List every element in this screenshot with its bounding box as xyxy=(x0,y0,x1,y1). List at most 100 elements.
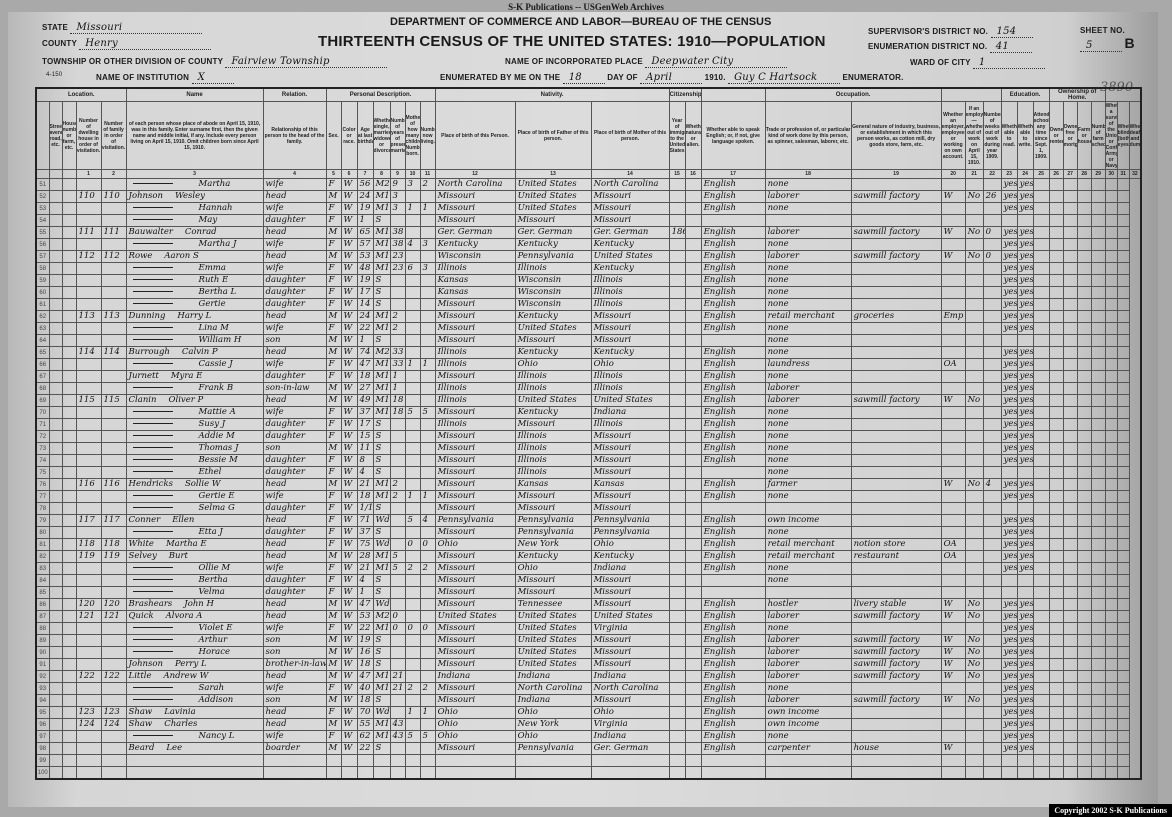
empty-cell xyxy=(1076,646,1092,659)
empty-cell xyxy=(1076,394,1092,407)
empty-cell xyxy=(1062,598,1078,611)
occupation: carpenter xyxy=(764,742,852,755)
can-write: yes xyxy=(1016,358,1034,371)
sex: M xyxy=(325,478,342,491)
person-name: Brashears John H xyxy=(125,598,264,611)
mother-birthplace: Illinois xyxy=(590,370,670,383)
out-of-work xyxy=(964,358,984,371)
can-write: yes xyxy=(1016,382,1034,395)
birthplace: Illinois xyxy=(434,382,516,395)
industry xyxy=(850,682,942,695)
column-header: Place of birth of Mother of this person. xyxy=(590,101,670,170)
father-birthplace: Ohio xyxy=(514,562,592,575)
children-born xyxy=(404,526,421,539)
ditto-dash xyxy=(132,363,173,364)
years-married xyxy=(389,706,406,719)
industry xyxy=(850,574,942,587)
ditto-dash xyxy=(132,459,173,460)
sheet-number: Sheet No. 5 B xyxy=(1080,26,1135,52)
father-birthplace: Indiana xyxy=(514,670,592,683)
relation: daughter xyxy=(262,586,327,599)
empty-cell xyxy=(48,454,63,467)
color: W xyxy=(340,190,358,203)
age: 19 xyxy=(356,634,374,647)
empty-cell xyxy=(1104,682,1118,695)
empty-cell xyxy=(48,754,63,767)
empty-cell xyxy=(1090,670,1106,683)
father-birthplace: New York xyxy=(514,538,592,551)
can-write: yes xyxy=(1016,538,1034,551)
person-name: Thomas J xyxy=(125,442,264,455)
immigration-year xyxy=(668,574,686,587)
can-read: yes xyxy=(1000,562,1018,575)
given-name: Conrad xyxy=(184,227,217,238)
language: English xyxy=(700,370,766,383)
empty-cell xyxy=(61,634,77,647)
color: W xyxy=(340,718,358,731)
occupation: none xyxy=(764,418,852,431)
given-name: Hannah xyxy=(198,203,233,214)
family-number xyxy=(100,658,127,671)
column-header: Farm or house. xyxy=(1076,101,1092,170)
empty-cell xyxy=(1104,190,1118,203)
birthplace xyxy=(434,754,516,767)
dwelling-number xyxy=(75,382,102,395)
line-number: 86 xyxy=(35,598,50,611)
family-number xyxy=(100,730,127,743)
column-header: Street, avenue, road, etc. xyxy=(48,101,63,170)
language: English xyxy=(700,550,766,563)
sex: M xyxy=(325,718,342,731)
birthplace: Missouri xyxy=(434,562,516,575)
table-row: 52 110 110 Johnson Wesley head M W 24 M1 3 Missouri… xyxy=(35,190,1141,203)
can-read: yes xyxy=(1000,538,1018,551)
dwelling-number xyxy=(75,178,102,191)
father-birthplace: Ohio xyxy=(514,706,592,719)
empty-cell xyxy=(1032,430,1050,443)
language: English xyxy=(700,514,766,527)
father-birthplace: Illinois xyxy=(514,430,592,443)
immigration-year: 1866 xyxy=(668,226,686,239)
line-number: 73 xyxy=(35,442,50,455)
dwelling-number xyxy=(75,754,102,767)
empty-cell xyxy=(61,754,77,767)
empty-cell xyxy=(48,238,63,251)
empty-cell xyxy=(1116,250,1130,263)
language: English xyxy=(700,238,766,251)
mother-birthplace: Ger. German xyxy=(590,742,670,755)
weeks-out-of-work xyxy=(982,322,1002,335)
given-name: Lavinia xyxy=(164,707,196,718)
immigration-year xyxy=(668,682,686,695)
empty-cell xyxy=(1104,646,1118,659)
empty-cell xyxy=(1048,346,1064,359)
children-living: 0 xyxy=(419,538,436,551)
empty-cell xyxy=(1076,442,1092,455)
can-read: yes xyxy=(1000,298,1018,311)
ditto-dash xyxy=(132,411,173,412)
color: W xyxy=(340,394,358,407)
can-write: yes xyxy=(1016,394,1034,407)
naturalization xyxy=(684,658,702,671)
naturalization xyxy=(684,190,702,203)
empty-cell xyxy=(1076,490,1092,503)
empty-cell xyxy=(1062,454,1078,467)
line-number: 87 xyxy=(35,610,50,623)
birthplace: Missouri xyxy=(434,502,516,515)
empty-cell xyxy=(48,478,63,491)
children-living: 0 xyxy=(419,622,436,635)
immigration-year xyxy=(668,646,686,659)
given-name: William H xyxy=(198,335,242,346)
immigration-year xyxy=(668,430,686,443)
empty-cell xyxy=(1048,478,1064,491)
table-row: 51 Martha wife F W 56 M2 9 3 2 North Carolina Unite… xyxy=(35,178,1141,191)
years-married: 5 xyxy=(389,550,406,563)
surname: Burrough xyxy=(128,347,170,358)
color: W xyxy=(340,286,358,299)
empty-cell xyxy=(61,454,77,467)
line-number: 54 xyxy=(35,214,50,227)
industry xyxy=(850,358,942,371)
marital-status: S xyxy=(372,586,391,599)
father-birthplace: Missouri xyxy=(514,490,592,503)
occupation xyxy=(764,586,852,599)
